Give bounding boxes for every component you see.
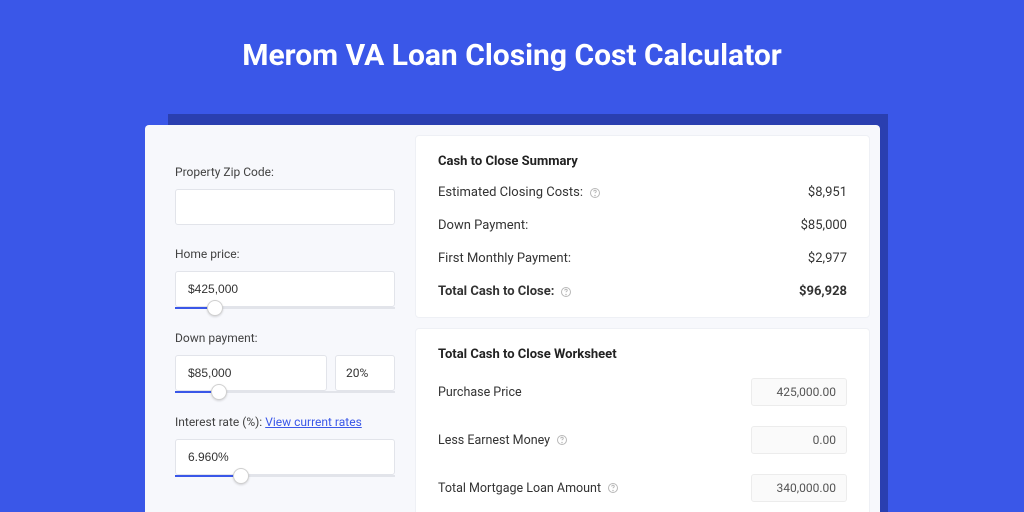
- results-column: Cash to Close Summary Estimated Closing …: [415, 125, 880, 512]
- summary-total-label: Total Cash to Close:: [438, 284, 554, 299]
- help-icon[interactable]: [556, 434, 568, 446]
- worksheet-value-box[interactable]: 0.00: [751, 426, 847, 454]
- summary-panel: Cash to Close Summary Estimated Closing …: [415, 135, 870, 318]
- summary-total-value: $96,928: [799, 284, 847, 299]
- worksheet-row-label: Purchase Price: [438, 385, 522, 400]
- page-title: Merom VA Loan Closing Cost Calculator: [0, 0, 1024, 73]
- summary-monthly-value: $2,977: [808, 251, 847, 266]
- worksheet-panel: Total Cash to Close Worksheet Purchase P…: [415, 328, 870, 512]
- interest-rate-input[interactable]: [175, 439, 395, 475]
- worksheet-row: Total Mortgage Loan Amount 340,000.00: [438, 474, 847, 502]
- summary-closing-value: $8,951: [808, 185, 847, 200]
- help-icon[interactable]: [560, 286, 572, 298]
- page-background: Merom VA Loan Closing Cost Calculator Pr…: [0, 0, 1024, 512]
- worksheet-label-text: Total Mortgage Loan Amount: [438, 481, 601, 496]
- worksheet-row: Less Earnest Money 0.00: [438, 426, 847, 454]
- down-payment-slider[interactable]: [175, 391, 395, 393]
- down-payment-pct-value: 20%: [346, 366, 368, 380]
- interest-rate-label-text: Interest rate (%):: [175, 415, 262, 429]
- summary-closing-label: Estimated Closing Costs:: [438, 185, 583, 200]
- calculator-card: Property Zip Code: Home price: Down paym…: [145, 125, 880, 512]
- zip-field: Property Zip Code:: [175, 165, 395, 225]
- help-icon[interactable]: [607, 482, 619, 494]
- home-price-input[interactable]: [175, 271, 395, 307]
- home-price-label: Home price:: [175, 247, 395, 261]
- worksheet-value-box[interactable]: 340,000.00: [751, 474, 847, 502]
- summary-row-down: Down Payment: $85,000: [438, 218, 847, 233]
- worksheet-rows-container: Purchase Price 425,000.00 Less Earnest Mon…: [438, 378, 847, 512]
- down-payment-label: Down payment:: [175, 331, 395, 345]
- summary-row-total: Total Cash to Close: $96,928: [438, 284, 847, 299]
- summary-heading: Cash to Close Summary: [438, 154, 847, 169]
- help-icon[interactable]: [589, 187, 601, 199]
- worksheet-row: Purchase Price 425,000.00: [438, 378, 847, 406]
- zip-input[interactable]: [175, 189, 395, 225]
- interest-rate-field: Interest rate (%): View current rates: [175, 415, 395, 477]
- home-price-field: Home price:: [175, 247, 395, 309]
- worksheet-heading: Total Cash to Close Worksheet: [438, 347, 847, 362]
- home-price-slider-thumb[interactable]: [207, 300, 223, 316]
- down-payment-field: Down payment: 20%: [175, 331, 395, 393]
- worksheet-row-label: Total Mortgage Loan Amount: [438, 481, 619, 496]
- worksheet-label-text: Less Earnest Money: [438, 433, 550, 448]
- interest-rate-label: Interest rate (%): View current rates: [175, 415, 395, 429]
- interest-rate-slider[interactable]: [175, 475, 395, 477]
- summary-down-label: Down Payment:: [438, 218, 528, 233]
- worksheet-value-box[interactable]: 425,000.00: [751, 378, 847, 406]
- zip-label: Property Zip Code:: [175, 165, 395, 179]
- down-payment-slider-thumb[interactable]: [211, 384, 227, 400]
- summary-monthly-label: First Monthly Payment:: [438, 251, 571, 266]
- down-payment-pct-input[interactable]: 20%: [335, 355, 395, 391]
- worksheet-row-label: Less Earnest Money: [438, 433, 568, 448]
- home-price-slider[interactable]: [175, 307, 395, 309]
- down-payment-input[interactable]: [175, 355, 327, 391]
- interest-rate-slider-fill: [175, 475, 241, 477]
- interest-rate-slider-thumb[interactable]: [233, 468, 249, 484]
- summary-down-value: $85,000: [801, 218, 847, 233]
- summary-row-closing: Estimated Closing Costs: $8,951: [438, 185, 847, 200]
- summary-row-monthly: First Monthly Payment: $2,977: [438, 251, 847, 266]
- worksheet-label-text: Purchase Price: [438, 385, 522, 400]
- inputs-column: Property Zip Code: Home price: Down paym…: [145, 125, 415, 512]
- view-rates-link[interactable]: View current rates: [265, 415, 362, 429]
